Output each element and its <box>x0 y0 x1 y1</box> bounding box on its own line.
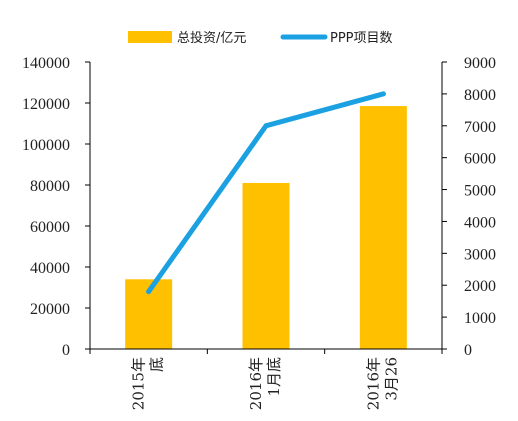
left-tick-label: 120000 <box>22 96 70 113</box>
ppp-point-1 <box>263 123 269 129</box>
left-tick-label: 20000 <box>30 301 70 318</box>
left-tick-label: 40000 <box>30 260 70 277</box>
ppp-point-2 <box>380 91 386 97</box>
legend-label-ppp-projects: PPP项目数 <box>330 31 393 46</box>
left-tick-label: 0 <box>62 342 70 359</box>
category-label-0-line-1: 底 <box>148 357 166 372</box>
right-tick-label: 5000 <box>464 183 496 200</box>
ppp-point-0 <box>146 289 152 295</box>
right-tick-label: 9000 <box>464 55 496 72</box>
category-label-2-line-0: 2016年 <box>364 357 382 410</box>
left-tick-label: 80000 <box>30 178 70 195</box>
legend-swatch-total-investment <box>128 31 172 43</box>
right-tick-label: 1000 <box>464 310 496 327</box>
category-label-0-line-0: 2015年 <box>130 357 148 410</box>
axes <box>89 62 443 354</box>
left-tick-label: 140000 <box>22 55 70 72</box>
right-y-axis-ticks: 0 1000 2000 3000 4000 5000 6000 7000 8000 9000 <box>442 55 496 359</box>
line-series <box>146 91 386 295</box>
left-tick-label: 100000 <box>22 137 70 154</box>
right-tick-label: 3000 <box>464 246 496 263</box>
right-tick-label: 8000 <box>464 87 496 104</box>
bar-1 <box>242 182 290 349</box>
bar-2 <box>359 106 407 349</box>
category-label-1-line-1: 1月底 <box>265 357 283 397</box>
category-label-1-line-0: 2016年 <box>247 357 265 410</box>
bar-series <box>125 106 407 349</box>
right-tick-label: 7000 <box>464 119 496 136</box>
right-tick-label: 2000 <box>464 278 496 295</box>
category-label-2-line-1: 3月26 <box>382 357 400 401</box>
left-y-axis-ticks: 0 20000 40000 60000 80000 100000 120000 140000 <box>22 55 90 359</box>
right-tick-label: 4000 <box>464 214 496 231</box>
right-tick-label: 0 <box>464 342 472 359</box>
legend: 总投资/亿元 PPP项目数 <box>128 30 393 46</box>
right-tick-label: 6000 <box>464 151 496 168</box>
legend-label-total-investment: 总投资/亿元 <box>177 30 246 46</box>
x-axis-category-labels: 2015年底 2016年 1月底 2016年 3月26 <box>130 357 401 410</box>
left-tick-label: 60000 <box>30 219 70 236</box>
